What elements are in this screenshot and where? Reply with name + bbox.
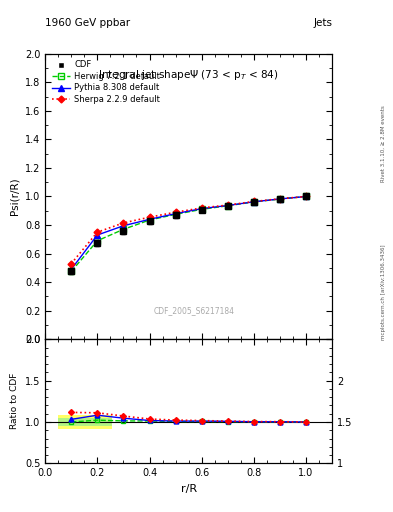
Text: Rivet 3.1.10, ≥ 2.8M events: Rivet 3.1.10, ≥ 2.8M events: [381, 105, 386, 182]
Legend: CDF, Herwig 7.2.1 default, Pythia 8.308 default, Sherpa 2.2.9 default: CDF, Herwig 7.2.1 default, Pythia 8.308 …: [50, 58, 163, 106]
Text: Jets: Jets: [313, 18, 332, 28]
X-axis label: r/R: r/R: [180, 484, 197, 494]
Bar: [58, 415, 112, 430]
Y-axis label: Psi(r/R): Psi(r/R): [9, 178, 19, 216]
Text: mcplots.cern.ch [arXiv:1306.3436]: mcplots.cern.ch [arXiv:1306.3436]: [381, 244, 386, 339]
Text: Integral jet shapeΨ (73 < p$_T$ < 84): Integral jet shapeΨ (73 < p$_T$ < 84): [98, 68, 279, 82]
Y-axis label: Ratio to CDF: Ratio to CDF: [10, 373, 19, 430]
Text: 1960 GeV ppbar: 1960 GeV ppbar: [45, 18, 130, 28]
Bar: [58, 418, 112, 426]
Text: CDF_2005_S6217184: CDF_2005_S6217184: [154, 306, 235, 315]
